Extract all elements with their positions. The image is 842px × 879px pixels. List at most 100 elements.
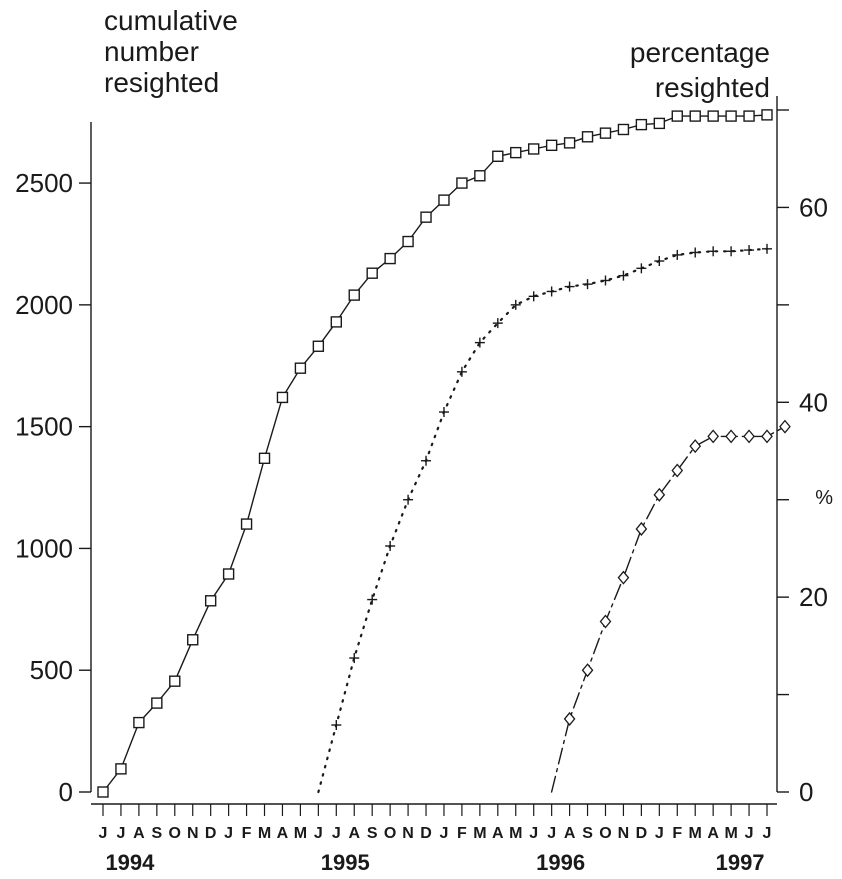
- series-2-point: [744, 430, 754, 442]
- series-0-point: [349, 290, 359, 300]
- year-label: 1997: [716, 850, 765, 875]
- left-tick-label: 0: [59, 777, 73, 807]
- month-label: J: [655, 825, 664, 842]
- year-label: 1994: [105, 850, 155, 875]
- month-label: M: [509, 825, 522, 842]
- left-tick-label: 500: [30, 655, 73, 685]
- right-tick-label: 40: [799, 387, 828, 417]
- series-1-point: [331, 720, 341, 730]
- left-tick-label: 1000: [15, 533, 73, 563]
- series-1-point: [744, 245, 754, 255]
- series-2-point: [583, 664, 593, 676]
- right-tick-label: 0: [799, 777, 813, 807]
- series-1-point: [762, 244, 772, 254]
- series-0-point: [762, 110, 772, 120]
- series-0-point: [242, 519, 252, 529]
- right-unit-label: %: [815, 487, 833, 509]
- series-0-point: [583, 132, 593, 142]
- series-0-point: [475, 171, 485, 181]
- month-label: N: [618, 825, 630, 842]
- month-label: N: [402, 825, 414, 842]
- month-label: J: [745, 825, 754, 842]
- series-1-point: [726, 246, 736, 256]
- month-label: A: [707, 825, 719, 842]
- series-1-point: [367, 595, 377, 605]
- month-label: A: [348, 825, 360, 842]
- series-1-point: [349, 653, 359, 663]
- month-label: M: [689, 825, 702, 842]
- series-0-point: [331, 317, 341, 327]
- month-label: J: [332, 825, 341, 842]
- series-1-point: [529, 291, 539, 301]
- series-0-point: [565, 138, 575, 148]
- year-label: 1995: [321, 850, 370, 875]
- series-0-point: [295, 363, 305, 373]
- series-0-point: [511, 148, 521, 158]
- axes: [79, 96, 789, 816]
- series-1-point: [583, 279, 593, 289]
- series-0-point: [170, 676, 180, 686]
- series-1-point: [600, 276, 610, 286]
- series-0-point: [654, 118, 664, 128]
- series-0-point: [547, 140, 557, 150]
- month-label: J: [224, 825, 233, 842]
- month-label: J: [763, 825, 772, 842]
- series-layer: [98, 110, 790, 797]
- series-0-line: [103, 115, 767, 792]
- series-0-point: [708, 111, 718, 121]
- series-0-point: [726, 111, 736, 121]
- series-1-point: [618, 271, 628, 281]
- series-0-point: [260, 453, 270, 463]
- month-label: N: [187, 825, 199, 842]
- right-axis-title: percentage: [630, 37, 770, 68]
- series-0-point: [277, 392, 287, 402]
- series-0-point: [690, 111, 700, 121]
- left-axis-title: number: [104, 36, 199, 67]
- series-2-point: [762, 430, 772, 442]
- series-1-point: [385, 541, 395, 551]
- month-label: M: [473, 825, 486, 842]
- series-1-point: [672, 250, 682, 260]
- month-label: A: [133, 825, 145, 842]
- series-1-point: [439, 407, 449, 417]
- month-label: M: [258, 825, 271, 842]
- series-2-point: [726, 430, 736, 442]
- right-tick-label: 20: [799, 582, 828, 612]
- series-1-point: [708, 246, 718, 256]
- series-2-point: [565, 713, 575, 725]
- series-0-point: [457, 178, 467, 188]
- series-0-point: [134, 718, 144, 728]
- series-0-point: [493, 151, 503, 161]
- month-label: M: [724, 825, 737, 842]
- series-0-point: [224, 569, 234, 579]
- series-1-line: [318, 249, 767, 792]
- series-0-point: [188, 635, 198, 645]
- series-2-point: [708, 430, 718, 442]
- series-0-point: [439, 195, 449, 205]
- series-1-point: [421, 456, 431, 466]
- series-0-point: [421, 212, 431, 222]
- series-1-point: [403, 495, 413, 505]
- month-label: F: [672, 825, 682, 842]
- month-label: O: [169, 825, 181, 842]
- month-label: A: [564, 825, 576, 842]
- month-label: O: [599, 825, 611, 842]
- series-1-point: [654, 256, 664, 266]
- month-label: D: [636, 825, 648, 842]
- month-label: J: [314, 825, 323, 842]
- month-label: M: [294, 825, 307, 842]
- series-0-point: [744, 111, 754, 121]
- left-axis-title: resighted: [104, 67, 219, 98]
- series-0-point: [672, 111, 682, 121]
- series-2-point: [618, 572, 628, 584]
- series-1-point: [565, 282, 575, 292]
- month-label: S: [152, 825, 163, 842]
- month-label: J: [440, 825, 449, 842]
- month-label: F: [242, 825, 252, 842]
- right-axis-title: resighted: [655, 72, 770, 103]
- month-label: A: [492, 825, 504, 842]
- series-0-point: [529, 144, 539, 154]
- series-0-point: [403, 237, 413, 247]
- series-0-point: [206, 596, 216, 606]
- series-0-point: [116, 764, 126, 774]
